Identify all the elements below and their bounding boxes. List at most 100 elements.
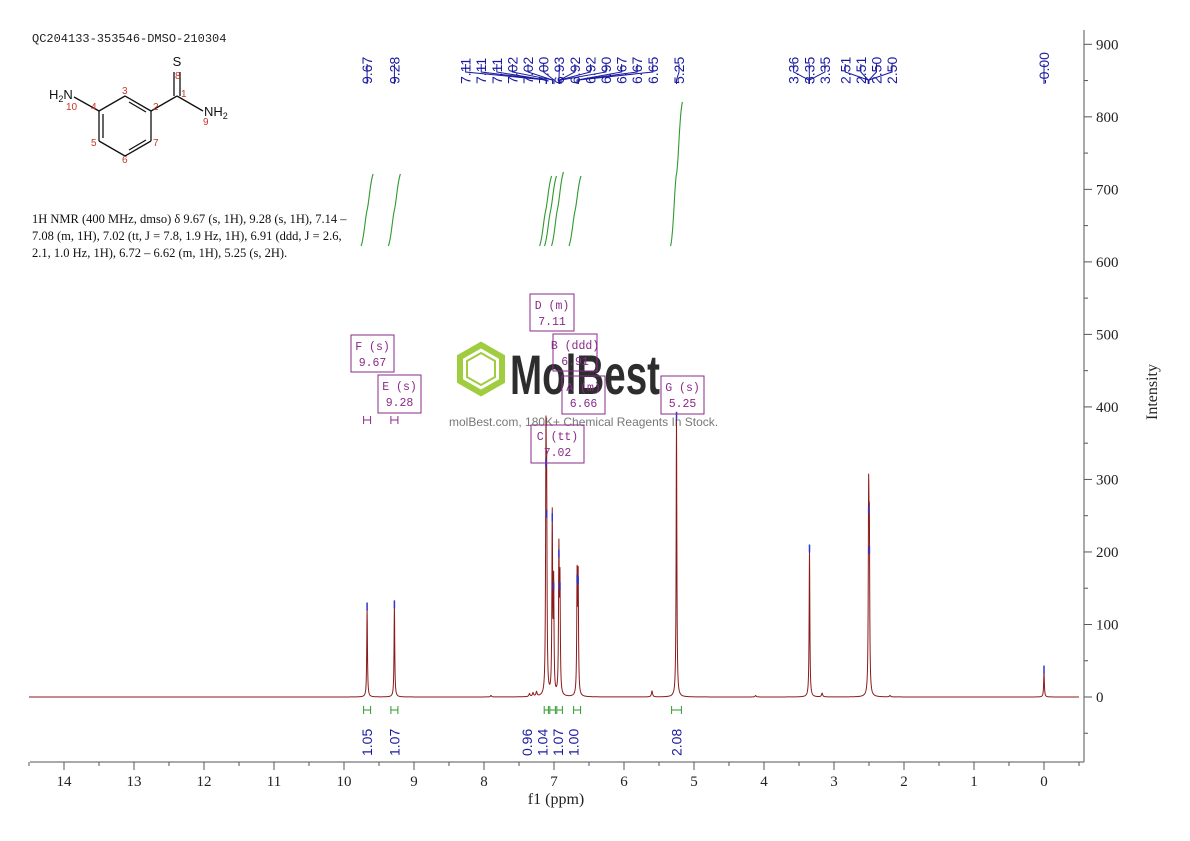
- integral-value-4: 1.07: [550, 729, 566, 756]
- svg-text:9: 9: [203, 117, 209, 128]
- integral-value-2: 0.96: [519, 729, 535, 756]
- nmr-description: 1H NMR (400 MHz, dmso) δ 9.67 (s, 1H), 9…: [32, 212, 347, 260]
- multiplet-shift-0: 9.67: [359, 357, 387, 370]
- integral-bracket-2: [543, 706, 549, 714]
- x-tick-label-6: 8: [480, 774, 488, 790]
- integral-bracket-3: [549, 706, 556, 714]
- x-tick-label-7: 7: [550, 774, 558, 790]
- multiplet-boxes: F (s) 9.67 E (s) 9.28 D (m) 7.11 B (ddd) 6.91 A …: [350, 293, 705, 464]
- x-tick-label-11: 3: [830, 774, 838, 790]
- integral-value-1: 1.07: [386, 729, 402, 756]
- integral-value-0: 1.05: [359, 729, 375, 756]
- x-axis-ticks: 14 13 12 11 10 9 8 7 6 5 4 3 2 1 0: [28, 762, 1080, 790]
- multiplet-name-1: E (s): [382, 381, 417, 394]
- x-tick-label-10: 4: [760, 774, 768, 790]
- x-tick-label-14: 0: [1040, 774, 1048, 790]
- multiplet-shift-3: 6.91: [561, 356, 589, 369]
- amine-left-label: H2N: [49, 87, 73, 104]
- multiplet-box-1: [377, 374, 422, 414]
- integral-bracket-6: [671, 706, 682, 714]
- x-tick-label-13: 1: [970, 774, 978, 790]
- multiplet-shift-6: 5.25: [669, 398, 697, 411]
- integral-curve-2: [539, 175, 553, 247]
- watermark-tagline: molBest.com, 180K+ Chemical Reagents In …: [449, 415, 718, 429]
- multiplet-shift-5: 7.02: [544, 447, 572, 460]
- peak-markers: [366, 411, 1045, 674]
- x-tick-label-8: 6: [620, 774, 628, 790]
- x-tick-label-4: 10: [337, 774, 352, 790]
- amine-right-label: NH2: [204, 104, 228, 121]
- peak-label-connector-20: [860, 64, 869, 84]
- x-tick-label-0: 14: [57, 774, 73, 790]
- integral-bracket-0: [363, 706, 372, 714]
- peak-label-connector-11: [560, 64, 607, 84]
- peak-label-connector-13: [576, 64, 638, 84]
- spectrum-line: [29, 415, 1079, 698]
- y-tick-label-4: 400: [1096, 400, 1119, 416]
- y-tick-label-8: 800: [1096, 110, 1119, 126]
- multiplet-name-5: C (tt): [537, 431, 578, 444]
- x-tick-label-1: 13: [127, 774, 142, 790]
- multiplet-name-2: D (m): [535, 300, 570, 313]
- integral-curve-5: [568, 175, 582, 247]
- multiplet-range-1: [390, 416, 399, 424]
- svg-text:7: 7: [153, 138, 159, 149]
- y-tick-label-9: 900: [1096, 37, 1119, 53]
- y-tick-label-1: 100: [1096, 617, 1119, 633]
- multiplet-box-4: [561, 375, 606, 415]
- integral-value-5: 1.00: [566, 729, 582, 756]
- svg-text:1: 1: [181, 89, 187, 100]
- watermark-hexagon-icon: [457, 341, 505, 397]
- peak-label-connector-15: [676, 64, 680, 84]
- multiplet-box-0: [350, 334, 395, 373]
- peak-labels: 9.67 9.28 7.11 7.11 7.11 7.02 7.02 7.00 6.93 6.92…: [359, 52, 1052, 84]
- x-tick-label-5: 9: [410, 774, 418, 790]
- integral-curve-1: [387, 173, 401, 247]
- integral-value-3: 1.04: [535, 729, 551, 756]
- atom-numbers: 1 2 3 4 5 6 7 8 9 10: [66, 71, 209, 166]
- peak-label-connector-18: [809, 64, 826, 84]
- integral-curve-6: [669, 101, 684, 247]
- multiplet-shift-4: 6.66: [570, 398, 598, 411]
- sample-id: QC204133-353546-DMSO-210304: [32, 32, 226, 46]
- svg-text:5: 5: [91, 138, 97, 149]
- y-tick-label-7: 700: [1096, 182, 1119, 198]
- multiplet-box-3: [552, 333, 598, 372]
- svg-text:10: 10: [66, 102, 78, 113]
- svg-text:6: 6: [122, 155, 128, 166]
- y-tick-label-3: 300: [1096, 472, 1119, 488]
- watermark-brand: MolBest: [510, 343, 660, 406]
- integral-curve-3: [543, 175, 558, 247]
- multiplet-name-6: G (s): [665, 382, 700, 395]
- multiplet-box-6: [660, 375, 705, 415]
- integral-curve-4: [550, 171, 565, 247]
- y-tick-label-0: 0: [1096, 690, 1104, 706]
- peak-label-connector-22: [868, 64, 893, 84]
- peak-label-connector-14: [578, 64, 654, 84]
- peak-label-connector-4: [496, 64, 547, 84]
- integral-bracket-1: [390, 706, 399, 714]
- multiplet-name-4: A (m): [566, 382, 601, 395]
- x-tick-label-3: 11: [267, 774, 281, 790]
- svg-text:3: 3: [122, 86, 128, 97]
- peak-label-connector-7: [543, 64, 555, 84]
- integral-curve-0: [360, 173, 374, 247]
- multiplet-name-3: B (ddd): [551, 340, 599, 353]
- x-axis-label: f1 (ppm): [528, 791, 584, 808]
- multiplet-box-2: [529, 293, 575, 332]
- sulfur-label: S: [173, 54, 182, 69]
- y-axis-ticks: 0 100 200 300 400 500 600 700 800 900: [1084, 37, 1119, 734]
- svg-text:4: 4: [91, 102, 97, 113]
- multiplet-name-0: F (s): [355, 341, 390, 354]
- peak-label-connector-10: [559, 64, 591, 84]
- molbest-watermark: MolBest molBest.com, 180K+ Chemical Reag…: [449, 341, 718, 429]
- y-tick-label-6: 600: [1096, 255, 1119, 271]
- x-tick-label-9: 5: [690, 774, 698, 790]
- integral-bracket-4: [556, 706, 563, 714]
- y-tick-label-2: 200: [1096, 545, 1119, 561]
- integral-curves: [360, 101, 684, 247]
- chemical-structure: [73, 72, 204, 157]
- peak-label-connector-16: [793, 64, 810, 84]
- multiplet-shift-1: 9.28: [386, 397, 414, 410]
- integral-bracket-5: [573, 706, 582, 714]
